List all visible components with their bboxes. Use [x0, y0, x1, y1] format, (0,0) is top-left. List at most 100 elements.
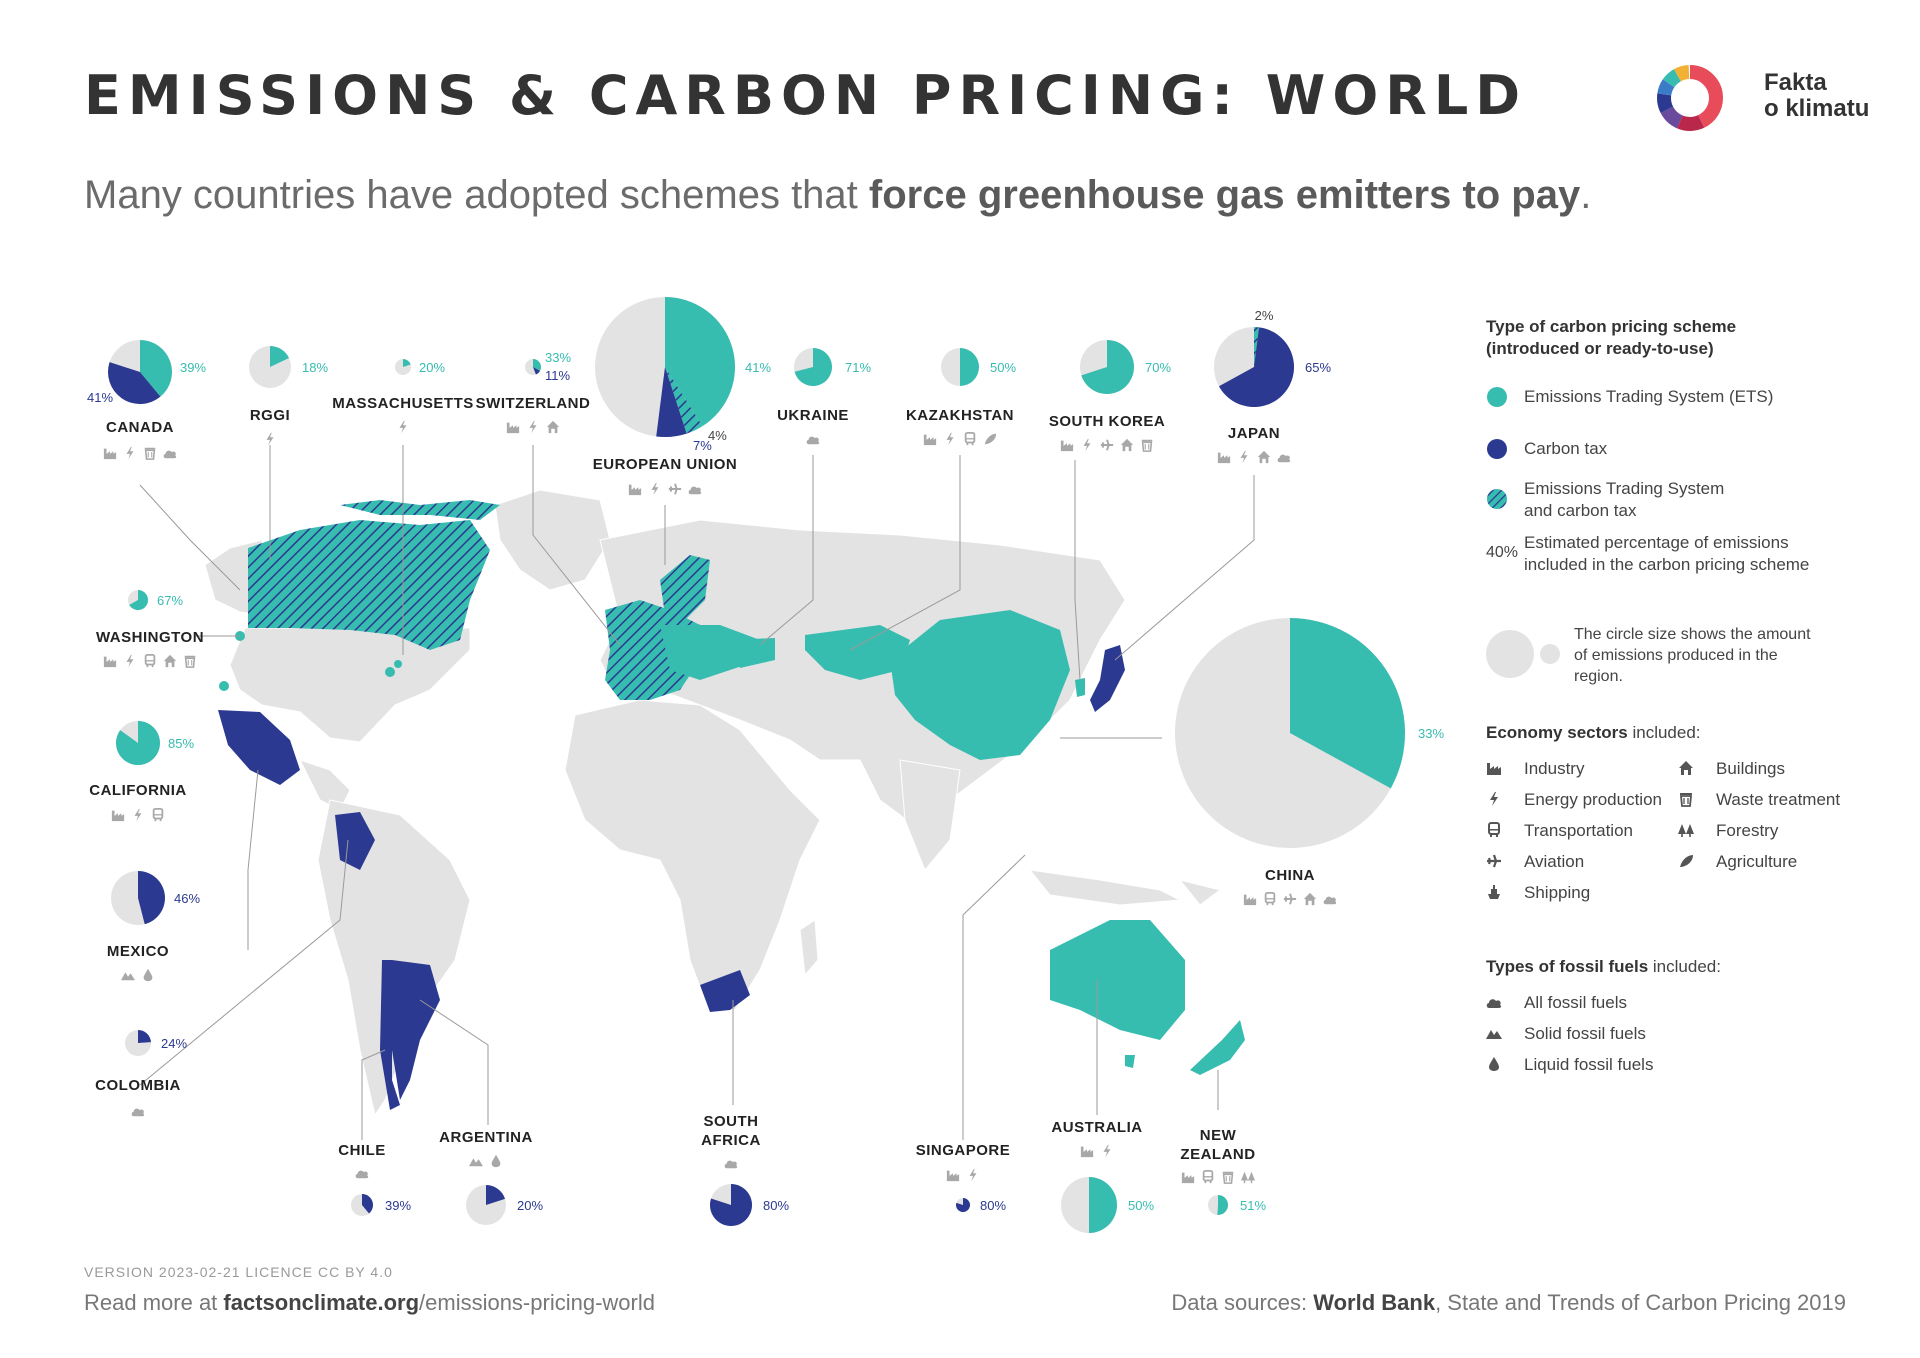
- canada-ets-pct: 39%: [180, 360, 206, 375]
- ets-swatch-icon: [1487, 387, 1507, 407]
- liquid-fuels-icon: [143, 968, 153, 982]
- kazakhstan-pie: [941, 348, 979, 386]
- chile-tax-pct: 39%: [385, 1198, 411, 1213]
- tax-swatch-icon: [1487, 439, 1507, 459]
- both-swatch-icon: [1487, 489, 1507, 509]
- kazakhstan-ets-pct: 50%: [990, 360, 1016, 375]
- new-zealand-label-line1: NEW: [1200, 1127, 1237, 1144]
- aviation-icon: [1487, 854, 1501, 868]
- waste-icon: [1141, 439, 1153, 452]
- chile-label: CHILE: [338, 1142, 386, 1159]
- switzerland-pie: [525, 359, 541, 375]
- colombia-pie-slice-tax: [138, 1030, 151, 1043]
- legend-item-industry: Industry: [1486, 758, 1584, 780]
- industry-icon: [1487, 763, 1501, 775]
- japan-label: JAPAN: [1228, 425, 1280, 442]
- all-fuels-icon: [806, 436, 820, 445]
- european-union-pie-slice-both: [665, 367, 703, 434]
- european-union-label: EUROPEAN UNION: [593, 456, 738, 473]
- chile-pie: [351, 1194, 373, 1216]
- shipping-icon: [1488, 885, 1500, 899]
- legend-fuels-title: Types of fossil fuels included:: [1486, 957, 1721, 976]
- massachusetts-pie-slice-ets: [403, 359, 411, 367]
- industry-icon: [1080, 1146, 1094, 1158]
- legend-item-aviation: Aviation: [1486, 851, 1584, 873]
- agriculture-icon: [1680, 855, 1693, 867]
- legend-item-label: Energy production: [1524, 790, 1662, 809]
- liquid-fuels-icon: [491, 1154, 501, 1168]
- all-fuels-icon: [688, 486, 702, 495]
- waste-icon: [1680, 793, 1692, 807]
- forestry-icon: [1678, 824, 1694, 837]
- leader-canada: [139, 484, 241, 591]
- industry-icon: [1217, 452, 1231, 464]
- new-zealand-shape: [1190, 1020, 1245, 1075]
- agriculture-icon: [984, 433, 997, 445]
- energy-icon: [1490, 792, 1498, 806]
- aviation-icon: [1487, 854, 1501, 868]
- liquid-fuels-icon: [1489, 1057, 1499, 1071]
- argentina-tax-pct: 20%: [517, 1198, 543, 1213]
- leader-lines: [139, 445, 1255, 1140]
- canada-tax-pct: 41%: [87, 390, 113, 405]
- india-land: [899, 759, 961, 871]
- argentina-shape: [392, 960, 440, 1100]
- china-shape: [890, 610, 1070, 760]
- legend-item-energy: Energy production: [1486, 789, 1662, 811]
- legend-item-forestry: Forestry: [1678, 820, 1778, 842]
- industry-icon: [1487, 763, 1501, 775]
- south-korea-label: SOUTH KOREA: [1049, 413, 1165, 430]
- agriculture-icon: [1680, 855, 1693, 867]
- energy-icon: [1103, 1144, 1111, 1158]
- canada-pie: [108, 340, 173, 404]
- leader-mexico: [247, 769, 259, 950]
- switzerland-tax-pct: 11%: [545, 368, 570, 383]
- all-fuels-icon: [1486, 999, 1502, 1008]
- forestry-icon: [1241, 1171, 1255, 1184]
- japan-ets-pct: 2%: [1255, 308, 1274, 323]
- legend-tax: Carbon tax: [1486, 438, 1607, 460]
- mexico-pie-slice-tax: [138, 871, 165, 925]
- region-shapes: [218, 500, 1245, 1110]
- singapore-label: SINGAPORE: [916, 1142, 1011, 1159]
- switzerland-pie-slice-ets: [533, 359, 541, 371]
- version-text: VERSION 2023-02-21 LICENCE CC BY 4.0: [84, 1264, 393, 1280]
- california-ets-pct: 85%: [168, 736, 194, 751]
- pie-charts: [108, 297, 1405, 1233]
- australia-label: AUSTRALIA: [1051, 1119, 1142, 1136]
- japan-tax-pct: 65%: [1305, 360, 1331, 375]
- transport-icon: [1264, 892, 1276, 906]
- ukraine-shape: [730, 638, 775, 668]
- shipping-icon: [1488, 885, 1500, 899]
- switzerland-pie-slice-tax: [533, 367, 541, 375]
- south-africa-label-line1: SOUTH: [704, 1113, 759, 1130]
- energy-icon: [969, 1168, 977, 1182]
- png-land: [1178, 879, 1222, 906]
- leader-argentina: [419, 999, 489, 1125]
- industry-icon: [111, 810, 125, 822]
- read-more-link[interactable]: Read more at factsonclimate.org/emission…: [84, 1290, 655, 1315]
- all-fuels-icon: [131, 1108, 145, 1117]
- energy-icon: [651, 482, 659, 496]
- colombia-shape: [335, 812, 375, 870]
- leader-switzerland: [532, 445, 621, 646]
- industry-icon: [103, 448, 117, 460]
- china-label: CHINA: [1265, 867, 1315, 884]
- california-pie-slice-ets: [116, 721, 161, 766]
- legend-item-label: Waste treatment: [1716, 790, 1841, 809]
- new-zealand-ets-pct: 51%: [1240, 1198, 1266, 1213]
- chile-pie-slice-tax: [362, 1194, 373, 1214]
- south-korea-pie: [1080, 340, 1135, 394]
- solid-fuels-icon: [1486, 1030, 1502, 1039]
- european-union-pie-slice-ets: [665, 297, 736, 427]
- argentina-pie-slice-tax: [486, 1185, 506, 1205]
- china-pie: [1175, 618, 1405, 848]
- forestry-icon: [1678, 824, 1694, 837]
- canada-pie-slice-ets: [140, 340, 173, 397]
- south-africa-pie-slice-tax: [709, 1184, 752, 1226]
- mexico-shape: [218, 710, 300, 785]
- tasmania-shape: [1125, 1055, 1135, 1068]
- legend-both: Emissions Trading System and carbon tax: [1486, 478, 1724, 522]
- japan-pie-slice-tax: [1218, 327, 1294, 407]
- buildings-icon: [1679, 761, 1693, 775]
